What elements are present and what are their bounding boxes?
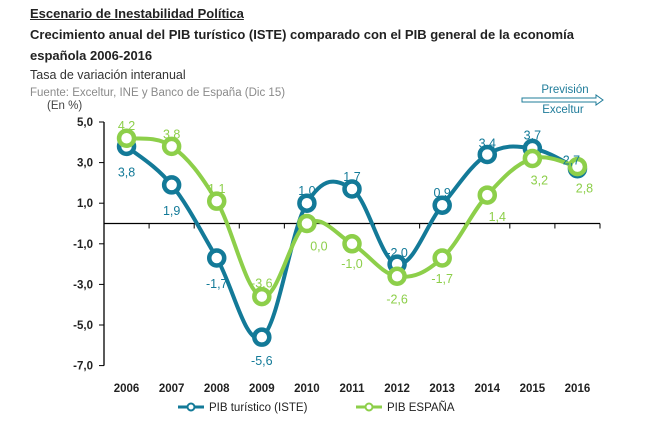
- point-espana-2013: [432, 248, 452, 268]
- y-tick-label: 5,0: [77, 117, 93, 129]
- point-espana-2008: [206, 191, 227, 211]
- data-label-espana: 3,8: [163, 127, 180, 141]
- point-iste-2008: [206, 248, 227, 268]
- point-espana-2012: [387, 266, 407, 287]
- data-label-espana: 4,2: [118, 119, 135, 133]
- chart-subtitle: Tasa de variación interanual: [30, 68, 186, 82]
- point-iste-2014: [477, 144, 498, 165]
- data-label-iste: 3,4: [479, 136, 496, 150]
- point-iste-2010: [297, 193, 317, 213]
- x-tick-label: 2009: [249, 383, 275, 395]
- data-label-iste: -5,6: [251, 354, 273, 368]
- scenario-title: Escenario de Inestabilidad Política: [30, 6, 244, 21]
- legend-marker-espana: [364, 402, 374, 412]
- point-espana-2010: [297, 213, 317, 234]
- point-espana-2014: [477, 185, 498, 205]
- data-labels: 3,8 1,9 -1,7 -5,6 1,0 1,7 -2,0 0,9 3,4 3,7 2,7 4,2 3…: [118, 119, 593, 368]
- y-tick-label: 1,0: [77, 198, 93, 210]
- data-label-espana: -1,7: [431, 272, 453, 286]
- data-label-iste: 2,7: [563, 154, 580, 168]
- x-tick-label: 2012: [384, 383, 410, 395]
- x-tick-label: 2010: [294, 383, 320, 395]
- data-label-iste: 3,8: [118, 165, 135, 179]
- data-label-espana: 1,4: [489, 210, 506, 224]
- x-tick-label: 2006: [114, 383, 140, 395]
- x-tick-label: 2016: [565, 383, 591, 395]
- chart-title-line2: española 2006-2016: [30, 48, 153, 63]
- data-label-iste: 1,7: [343, 170, 360, 184]
- point-espana-2006: [116, 128, 137, 148]
- data-label-iste: -2,0: [386, 246, 408, 260]
- point-iste-2009: [252, 327, 272, 347]
- y-tick-label: 3,0: [77, 158, 93, 170]
- y-tick-label: -3,0: [73, 279, 93, 291]
- data-label-iste: 1,9: [163, 204, 180, 218]
- point-iste-2007: [161, 175, 182, 195]
- data-label-espana: 2,8: [576, 182, 593, 196]
- data-label-iste: 0,9: [433, 186, 450, 200]
- x-tick-label: 2014: [474, 383, 500, 395]
- data-label-iste: -1,7: [206, 277, 228, 291]
- data-label-iste: 1,0: [298, 184, 315, 198]
- point-espana-2016: [567, 156, 588, 177]
- point-espana-2015: [522, 148, 543, 169]
- data-label-iste: 3,7: [524, 128, 541, 142]
- forecast-label-line2: Exceltur: [542, 104, 584, 116]
- point-espana-2011: [342, 234, 362, 254]
- source-note: Fuente: Exceltur, INE y Banco de España …: [30, 87, 286, 99]
- y-tick-label: -7,0: [73, 361, 93, 373]
- forecast-label-line1: Previsión: [541, 84, 588, 96]
- y-tick-label: -5,0: [73, 320, 93, 332]
- right-arrow-icon: [521, 94, 604, 106]
- point-espana-2009: [252, 286, 272, 307]
- forecast-note: Previsión Exceltur: [521, 84, 604, 116]
- data-label-espana: -3,6: [251, 277, 273, 291]
- x-tick-label: 2007: [159, 383, 185, 395]
- data-label-espana: 3,2: [531, 174, 548, 188]
- x-tick-label: 2013: [429, 383, 455, 395]
- y-tick-label: -1,0: [73, 239, 93, 251]
- point-iste-2011: [342, 179, 362, 199]
- point-espana-2007: [161, 136, 182, 157]
- x-tick-label: 2008: [204, 383, 230, 395]
- series-lines: [116, 128, 588, 347]
- data-label-espana: -1,0: [341, 257, 363, 271]
- x-tick-label: 2015: [520, 383, 546, 395]
- chart-title-line1: Crecimiento anual del PIB turístico (IST…: [30, 27, 574, 42]
- point-iste-2013: [432, 195, 452, 215]
- y-axis-unit: (En %): [47, 100, 83, 112]
- x-tick-label: 2011: [340, 383, 366, 395]
- legend-marker-iste: [186, 402, 196, 412]
- axes: 5,0 3,0 1,0 -1,0 -3,0 -5,0 -7,0 2006 2007 2008 200…: [73, 117, 601, 395]
- data-label-espana: -2,6: [386, 292, 408, 306]
- legend: PIB turístico (ISTE) PIB ESPAÑA: [178, 401, 455, 414]
- legend-label-espana: PIB ESPAÑA: [387, 401, 455, 414]
- data-label-espana: 1,1: [208, 182, 225, 196]
- legend-label-iste: PIB turístico (ISTE): [209, 402, 308, 414]
- data-label-espana: 0,0: [310, 240, 327, 254]
